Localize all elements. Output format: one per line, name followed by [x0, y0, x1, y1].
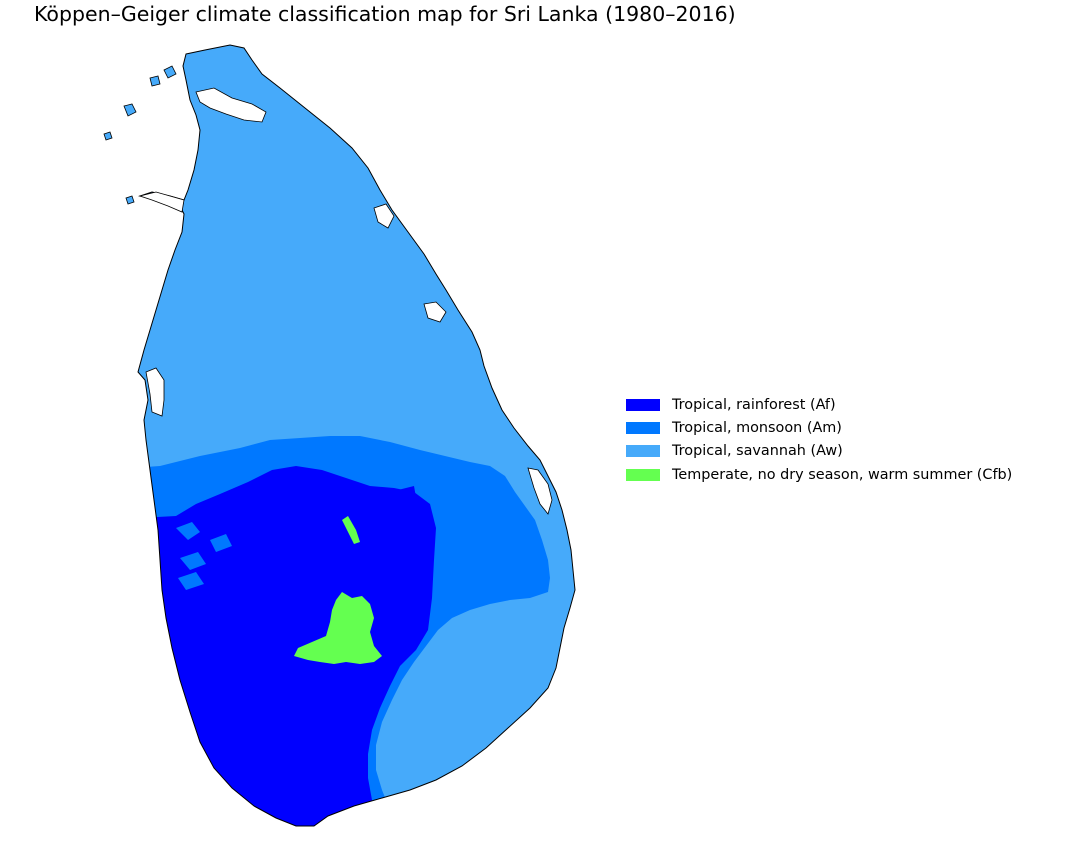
puttalam-lagoon — [138, 191, 185, 213]
legend-item-aw: Tropical, savannah (Aw) — [626, 440, 1012, 463]
legend-item-af: Tropical, rainforest (Af) — [626, 393, 1012, 416]
legend: Tropical, rainforest (Af) Tropical, mons… — [626, 393, 1012, 486]
zone-af-streaks-west — [176, 522, 232, 590]
zone-af-streaks-east — [398, 486, 420, 600]
east-lagoon-2 — [423, 301, 447, 323]
legend-swatch-cfb — [626, 468, 660, 481]
zone-cfb-ridge — [342, 516, 360, 544]
jaffna-lagoon — [195, 87, 267, 123]
east-lagoon-1 — [373, 203, 395, 229]
west-lagoon-1 — [145, 367, 165, 417]
islet-3 — [163, 65, 177, 79]
coastal-lagoons — [138, 87, 553, 515]
legend-swatch-am — [626, 421, 660, 434]
legend-swatch-aw — [626, 445, 660, 458]
legend-swatch-af — [626, 398, 660, 411]
zone-cfb-temperate — [294, 592, 382, 664]
legend-label-am: Tropical, monsoon (Am) — [672, 419, 842, 436]
islet-4 — [103, 131, 113, 141]
zone-aw-savannah — [138, 45, 575, 826]
legend-label-af: Tropical, rainforest (Af) — [672, 396, 836, 413]
legend-label-aw: Tropical, savannah (Aw) — [672, 443, 843, 460]
legend-item-cfb: Temperate, no dry season, warm summer (C… — [626, 463, 1012, 486]
map-title: Köppen–Geiger climate classification map… — [34, 2, 736, 26]
islands-and-islets — [103, 65, 177, 205]
climate-zones — [138, 45, 575, 826]
islet-5 — [125, 195, 135, 205]
batticaloa-lagoon — [527, 467, 553, 515]
legend-item-am: Tropical, monsoon (Am) — [626, 416, 1012, 439]
islet-1 — [123, 103, 137, 117]
islet-2 — [149, 75, 161, 87]
legend-label-cfb: Temperate, no dry season, warm summer (C… — [672, 466, 1013, 483]
